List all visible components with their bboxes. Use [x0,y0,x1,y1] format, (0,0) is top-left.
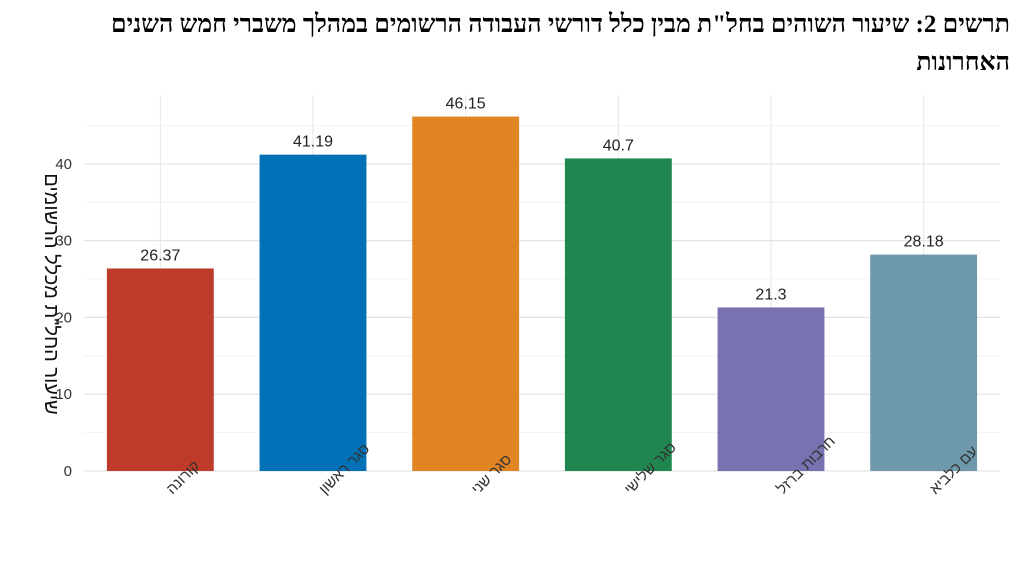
bar [870,254,978,471]
chart-title: תרשים 2: שיעור השוהים בחל"ת מבין כלל דור… [111,11,1010,76]
y-tick-label: 20 [55,309,72,326]
y-tick-label: 40 [55,156,72,173]
bar [259,154,367,471]
y-tick-labels: 0 10 20 30 40 [55,156,72,480]
bar [412,116,520,472]
y-tick-label: 0 [64,463,72,480]
y-axis-label: שיעור החל"ת מכלל הרשומים [40,173,62,414]
data-labels: 26.37 41.19 46.15 40.7 21.3 28.18 [140,96,943,304]
data-label: 21.3 [755,286,786,303]
data-label: 26.37 [140,247,180,264]
y-tick-label: 10 [55,386,72,403]
bar [717,307,825,471]
data-label: 41.19 [293,134,333,151]
data-label: 28.18 [904,234,944,251]
bar [106,268,214,471]
grid-lines [84,95,1000,472]
y-tick-label: 30 [55,233,72,250]
data-label: 46.15 [446,96,486,113]
data-label: 40.7 [603,137,634,154]
bar [564,158,672,471]
bars [106,116,978,472]
